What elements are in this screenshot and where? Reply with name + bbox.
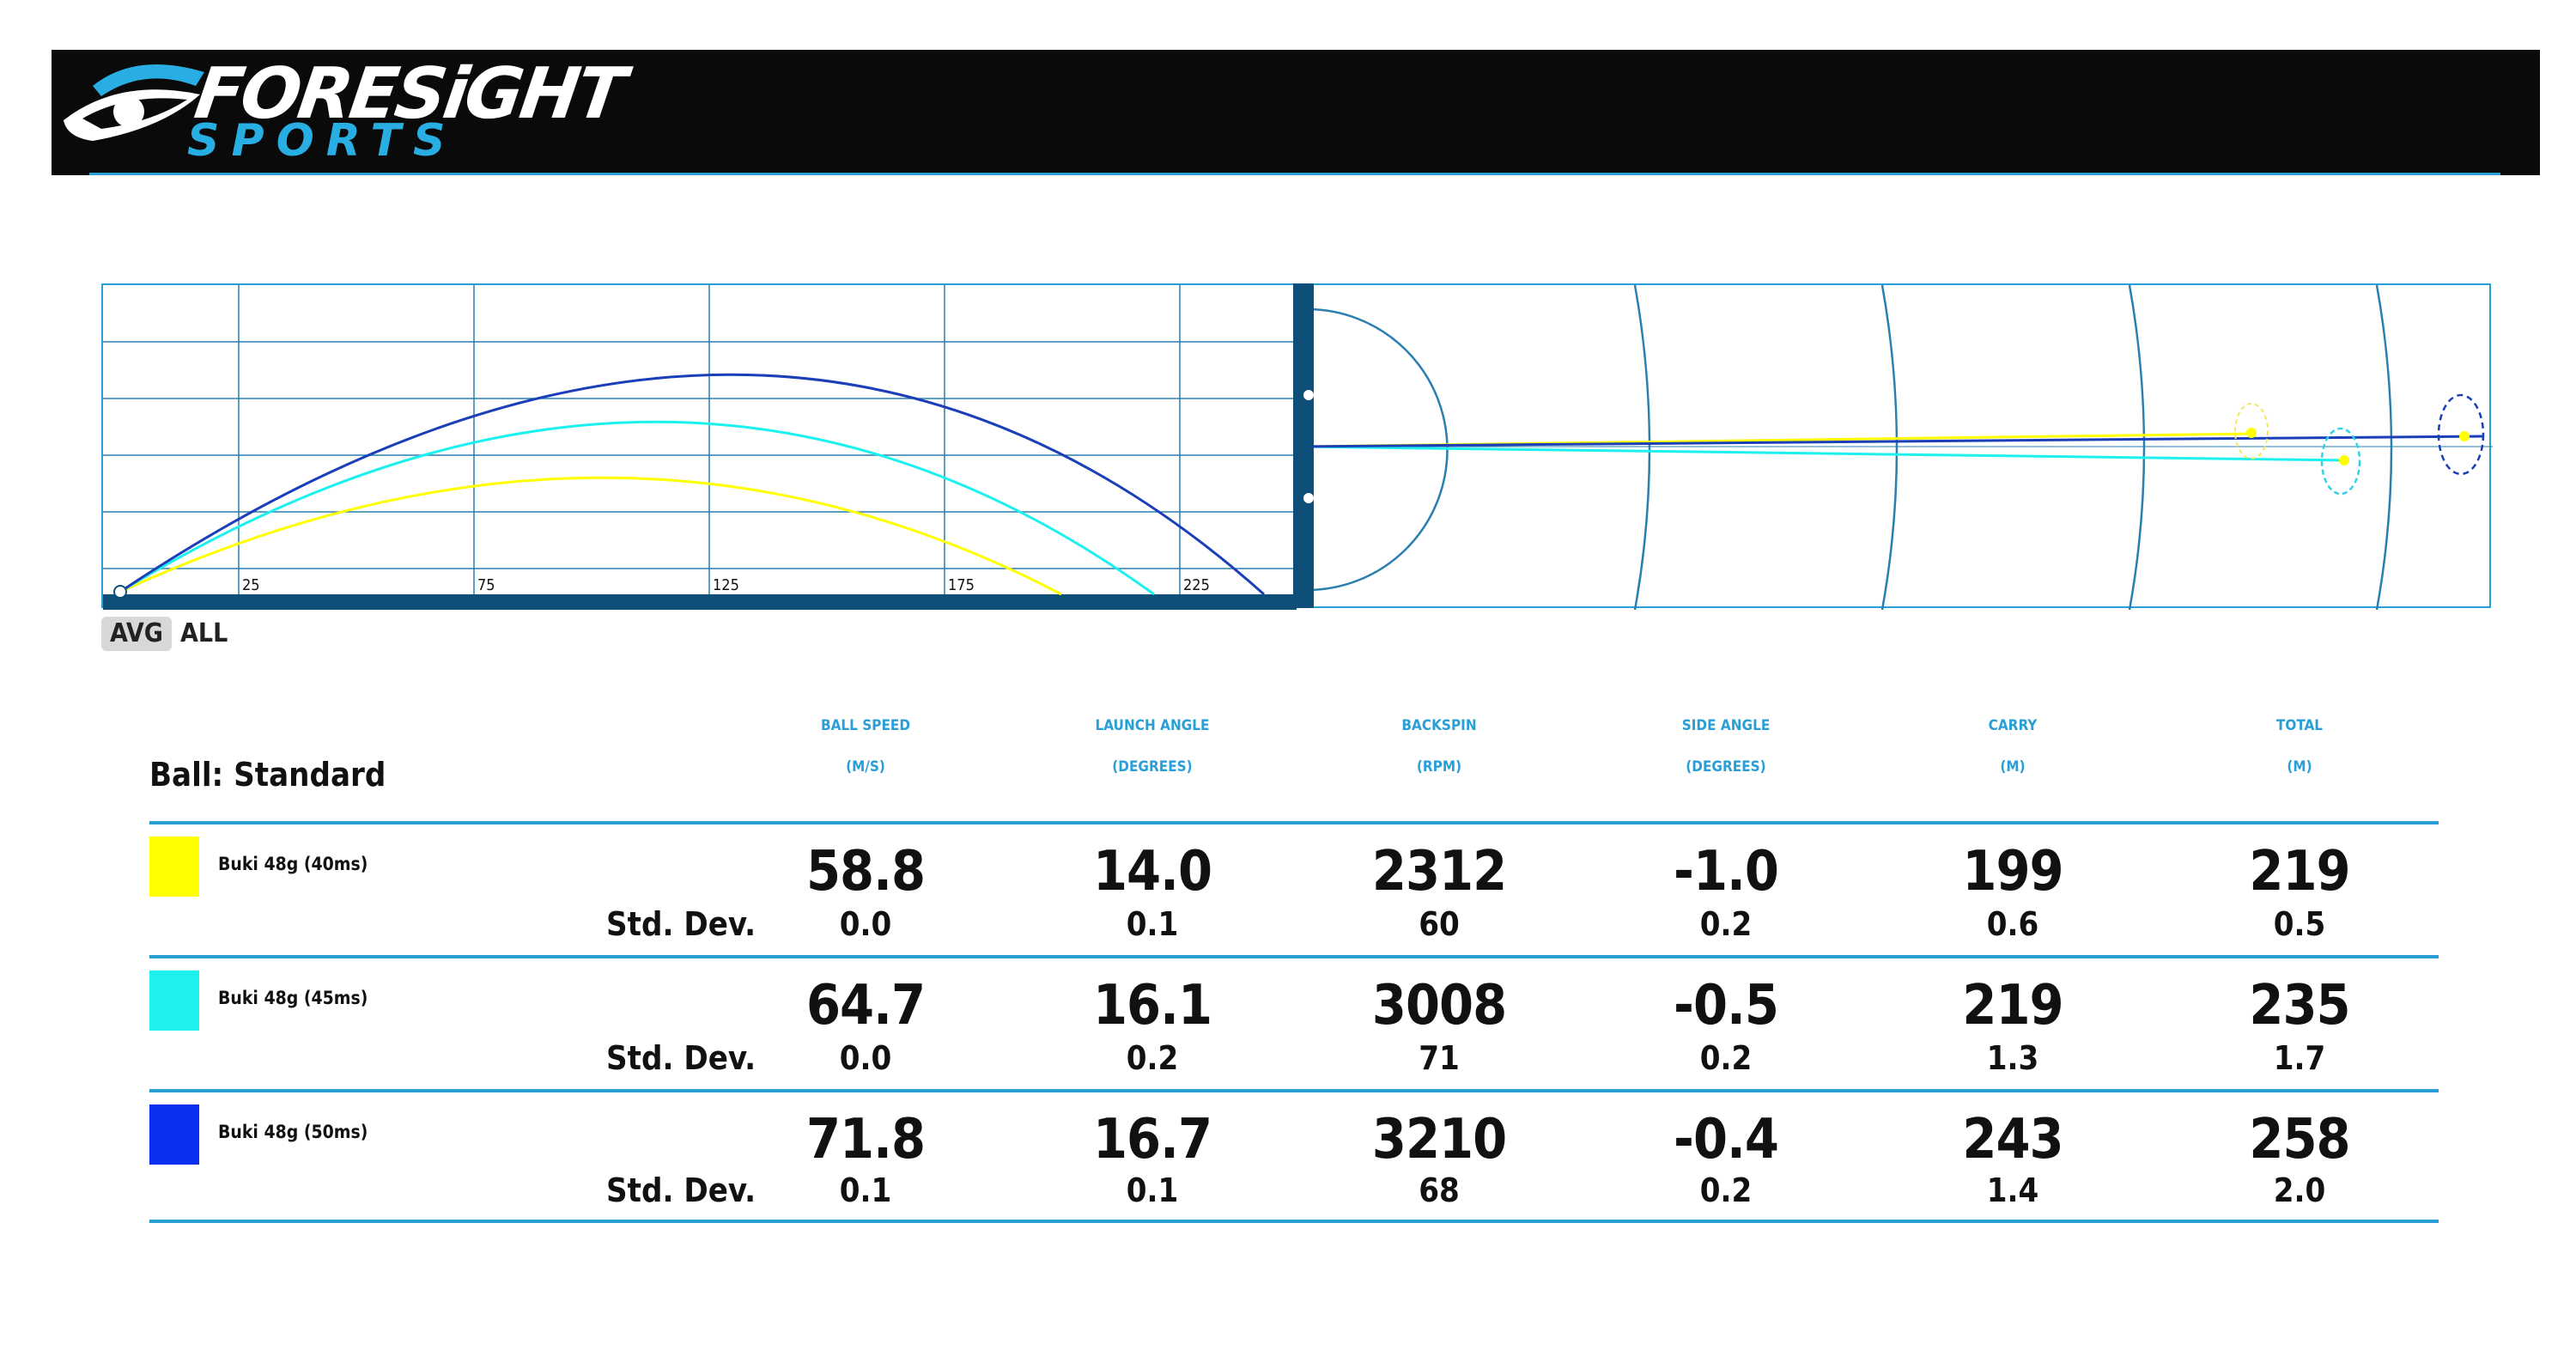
column-name: TOTAL: [2275, 717, 2324, 734]
std-dev-cell: 0.5: [2273, 905, 2326, 943]
ball-label: Ball: Standard: [149, 756, 386, 794]
table-rule: [149, 1220, 2439, 1223]
value-cell: -0.5: [1674, 974, 1779, 1037]
tick-label: 25: [242, 576, 260, 594]
column-header: BACKSPIN (RPM): [1336, 715, 1542, 778]
std-dev-cell: 0.6: [1986, 905, 2039, 943]
std-dev-cell: 0.1: [1126, 905, 1179, 943]
std-dev-cell: 0.2: [1126, 1039, 1179, 1077]
value-cell: 71.8: [805, 1108, 926, 1171]
std-dev-cell: 60: [1419, 905, 1460, 943]
column-unit: (M/S): [846, 758, 885, 776]
std-dev-label: Std. Dev.: [606, 905, 756, 943]
value-cell: 14.0: [1092, 840, 1212, 904]
value-cell: 16.7: [1092, 1108, 1212, 1171]
std-dev-cell: 71: [1419, 1039, 1460, 1077]
column-name: SIDE ANGLE: [1681, 717, 1771, 734]
brand-subname: SPORTS: [187, 115, 458, 167]
value-cell: 3008: [1371, 974, 1507, 1037]
value-cell: 3210: [1371, 1108, 1507, 1171]
column-unit: (RPM): [1416, 758, 1462, 776]
value-cell: 243: [1962, 1108, 2063, 1171]
column-header: BALL SPEED (M/S): [762, 715, 969, 778]
std-dev-cell: 0.2: [1699, 1039, 1753, 1077]
column-unit: (M): [2287, 758, 2312, 776]
value-cell: 235: [2249, 974, 2350, 1037]
std-dev-cell: 0.2: [1699, 1171, 1753, 1209]
column-name: BALL SPEED: [820, 717, 911, 734]
value-cell: -0.4: [1674, 1108, 1779, 1171]
column-name: BACKSPIN: [1401, 717, 1477, 734]
all-toggle[interactable]: ALL: [180, 618, 228, 648]
value-cell: 58.8: [805, 840, 926, 904]
std-dev-cell: 0.1: [1126, 1171, 1179, 1209]
shot-line-cyan: [1298, 445, 2350, 462]
tick-label: 125: [713, 576, 739, 594]
trajectory-blue: [119, 373, 1265, 596]
table-rule: [149, 821, 2439, 824]
avg-toggle[interactable]: AVG: [101, 617, 172, 651]
view-divider: [1293, 283, 1314, 608]
color-swatch: [149, 837, 199, 897]
column-name: CARRY: [1988, 717, 2038, 734]
std-dev-cell: 0.1: [839, 1171, 892, 1209]
header-rule: [89, 173, 2500, 175]
std-dev-cell: 1.3: [1986, 1039, 2039, 1077]
column-header: SIDE ANGLE (DEGREES): [1623, 715, 1829, 778]
brand-logo: FORESiGHT SPORTS: [58, 52, 629, 167]
value-cell: 16.1: [1092, 974, 1212, 1037]
std-dev-cell: 68: [1419, 1171, 1460, 1209]
value-cell: -1.0: [1674, 840, 1779, 904]
trajectory-view: 25 75 125 175 225: [101, 283, 1297, 610]
color-swatch: [149, 1104, 199, 1165]
club-name: Buki 48g (50ms): [218, 1122, 368, 1142]
value-cell: 199: [1962, 840, 2063, 904]
column-unit: (DEGREES): [1686, 758, 1766, 776]
color-swatch: [149, 970, 199, 1031]
table-rule: [149, 955, 2439, 958]
dispersion-view: [1297, 283, 2493, 610]
column-header: LAUNCH ANGLE (DEGREES): [1049, 715, 1255, 778]
table-rule: [149, 1089, 2439, 1092]
std-dev-label: Std. Dev.: [606, 1039, 756, 1077]
value-cell: 2312: [1371, 840, 1507, 904]
std-dev-label: Std. Dev.: [606, 1171, 756, 1209]
std-dev-cell: 0.2: [1699, 905, 1753, 943]
tick-label: 75: [477, 576, 495, 594]
value-cell: 219: [1962, 974, 2063, 1037]
shot-line-blue: [1298, 435, 2484, 448]
tick-label: 225: [1183, 576, 1210, 594]
std-dev-cell: 0.0: [839, 905, 892, 943]
column-header: CARRY (M): [1910, 715, 2116, 778]
column-header: TOTAL (M): [2196, 715, 2403, 778]
value-cell: 219: [2249, 840, 2350, 904]
club-name: Buki 48g (40ms): [218, 854, 368, 874]
std-dev-cell: 0.0: [839, 1039, 892, 1077]
value-cell: 64.7: [805, 974, 926, 1037]
column-name: LAUNCH ANGLE: [1095, 717, 1210, 734]
std-dev-cell: 1.4: [1986, 1171, 2039, 1209]
header-bar: [52, 50, 2540, 175]
tick-label: 175: [948, 576, 975, 594]
eye-logo-icon: [64, 64, 204, 141]
column-unit: (M): [2000, 758, 2026, 776]
std-dev-cell: 1.7: [2273, 1039, 2326, 1077]
value-cell: 258: [2249, 1108, 2350, 1171]
trajectory-cyan: [119, 420, 1155, 596]
trajectory-yellow: [119, 476, 1062, 596]
club-name: Buki 48g (45ms): [218, 988, 368, 1008]
column-unit: (DEGREES): [1112, 758, 1193, 776]
std-dev-cell: 2.0: [2273, 1171, 2326, 1209]
